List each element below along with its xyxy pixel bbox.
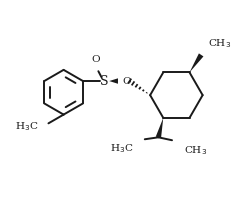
Polygon shape xyxy=(190,53,204,72)
Polygon shape xyxy=(109,78,118,84)
Text: O: O xyxy=(91,55,100,64)
Text: CH$_3$: CH$_3$ xyxy=(184,144,207,157)
Text: CH$_3$: CH$_3$ xyxy=(208,37,231,50)
Text: S: S xyxy=(100,75,109,88)
Polygon shape xyxy=(156,118,163,138)
Text: H$_3$C: H$_3$C xyxy=(110,142,133,155)
Text: H$_3$C: H$_3$C xyxy=(15,120,39,133)
Text: O: O xyxy=(123,77,132,86)
